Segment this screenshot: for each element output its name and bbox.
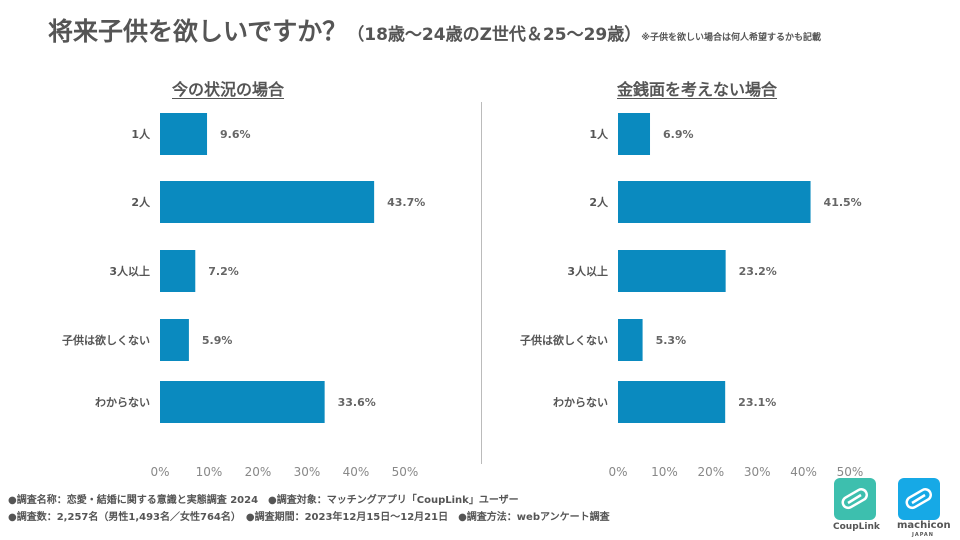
category-label-0: 1人 — [131, 127, 151, 141]
bar-3 — [160, 319, 189, 361]
category-label-3: 子供は欲しくない — [520, 333, 608, 347]
couplink-logo-icon — [841, 488, 868, 510]
bar-4 — [160, 381, 325, 423]
x-tick-label-1: 10% — [651, 465, 678, 479]
bar-2 — [160, 250, 196, 292]
category-label-2: 3人以上 — [567, 264, 608, 278]
category-label-4: わからない — [553, 396, 608, 409]
value-label-1: 43.7% — [387, 196, 425, 209]
title-note: ※子供を欲しい場合は何人希望するかも記載 — [641, 33, 821, 43]
machicon-logo-text: machicon — [897, 520, 951, 531]
value-label-1: 41.5% — [824, 196, 862, 209]
bar-1 — [160, 181, 375, 223]
couplink-logo-text: CoupLink — [833, 522, 880, 532]
value-label-2: 23.2% — [739, 265, 777, 278]
page-subtitle: （18歳〜24歳のZ世代＆25〜29歳） — [347, 25, 642, 45]
chart-divider — [481, 102, 482, 464]
category-label-0: 1人 — [589, 127, 609, 141]
page-title: 将来子供を欲しいですか？ — [48, 17, 348, 46]
bar-1 — [618, 181, 811, 223]
value-label-2: 7.2% — [208, 265, 239, 278]
footer-survey-line1: ●調査名称：恋愛・結婚に関する意識と実態調査 2024 ●調査対象：マッチングア… — [8, 495, 519, 506]
value-label-0: 9.6% — [220, 128, 251, 141]
x-tick-label-1: 10% — [196, 465, 223, 479]
x-tick-label-3: 30% — [294, 465, 321, 479]
category-label-2: 3人以上 — [109, 264, 150, 278]
bar-0 — [618, 113, 651, 155]
machicon-logo — [898, 478, 940, 520]
bar-3 — [618, 319, 643, 361]
x-tick-label-4: 40% — [343, 465, 370, 479]
x-tick-label-4: 40% — [790, 465, 817, 479]
category-label-4: わからない — [95, 396, 150, 409]
x-tick-label-2: 20% — [697, 465, 724, 479]
x-tick-label-3: 30% — [744, 465, 771, 479]
value-label-4: 23.1% — [738, 396, 776, 409]
category-label-1: 2人 — [131, 195, 151, 209]
chart-title-current: 今の状況の場合 — [172, 80, 285, 99]
bar-4 — [618, 381, 726, 423]
value-label-4: 33.6% — [338, 396, 376, 409]
page-title-row: 将来子供を欲しいですか？（18歳〜24歳のZ世代＆25〜29歳）※子供を欲しい場… — [48, 12, 821, 48]
bar-0 — [160, 113, 208, 155]
value-label-0: 6.9% — [663, 128, 694, 141]
couplink-logo — [834, 478, 876, 520]
x-tick-label-5: 50% — [392, 465, 419, 479]
x-tick-label-0: 0% — [150, 465, 169, 479]
value-label-3: 5.3% — [656, 334, 687, 347]
value-label-3: 5.9% — [202, 334, 233, 347]
chart-title-no-money: 金銭面を考えない場合 — [617, 80, 778, 99]
bar-2 — [618, 250, 726, 292]
category-label-3: 子供は欲しくない — [62, 333, 150, 347]
x-tick-label-0: 0% — [608, 465, 627, 479]
category-label-1: 2人 — [589, 195, 609, 209]
x-tick-label-2: 20% — [245, 465, 272, 479]
bar-chart-current: 1人 9.6% 2人 43.7% 3人以上 7.2% 子供は欲しくない 5.9% わからない 33… — [62, 113, 425, 479]
machicon-logo-icon — [905, 488, 932, 510]
x-tick-label-5: 50% — [837, 465, 864, 479]
machicon-logo-subtext: JAPAN — [912, 532, 934, 538]
footer-survey-line2: ●調査数：2,257名（男性1,493名／女性764名） ●調査期間：2023年… — [8, 512, 610, 523]
